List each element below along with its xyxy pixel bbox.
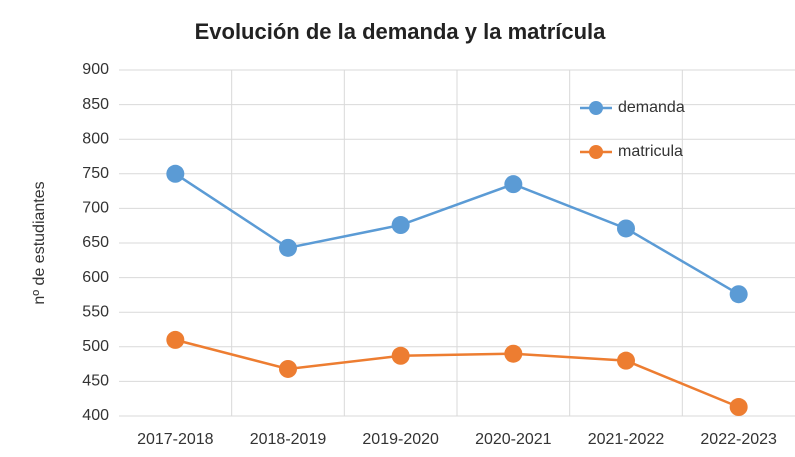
y-tick-label: 850 (82, 96, 109, 113)
data-point (617, 351, 635, 370)
legend-label: demanda (618, 99, 685, 116)
x-tick-label: 2018-2019 (250, 431, 327, 448)
x-tick-label: 2019-2020 (362, 431, 439, 448)
x-tick-label: 2021-2022 (588, 431, 665, 448)
data-point (166, 164, 185, 183)
data-point (729, 285, 748, 304)
data-point (391, 216, 410, 235)
y-tick-label: 450 (82, 373, 109, 390)
x-tick-label: 2022-2023 (700, 431, 777, 448)
data-point (279, 238, 297, 257)
y-tick-label: 600 (82, 269, 109, 286)
y-tick-label: 800 (82, 130, 109, 147)
data-point (729, 398, 748, 417)
data-point (617, 219, 635, 238)
data-point (391, 346, 410, 365)
legend-marker (589, 145, 603, 159)
data-point (166, 330, 185, 349)
y-tick-label: 550 (82, 303, 109, 320)
data-point (279, 359, 297, 378)
y-tick-label: 700 (82, 200, 109, 217)
y-axis-label: nº de estudiantes (31, 181, 48, 304)
series-line (174, 172, 740, 296)
y-tick-label: 500 (82, 338, 109, 355)
y-tick-label: 900 (82, 61, 109, 78)
chart-title: Evolución de la demanda y la matrícula (195, 19, 607, 44)
x-tick-label: 2017-2018 (137, 431, 214, 448)
y-tick-label: 400 (82, 407, 109, 424)
data-point (504, 175, 523, 194)
legend-marker (589, 101, 603, 115)
x-tick-label: 2020-2021 (475, 431, 552, 448)
y-tick-label: 650 (82, 234, 109, 251)
legend-label: matricula (618, 143, 683, 160)
series-line (175, 338, 740, 409)
data-point (504, 344, 523, 363)
y-tick-label: 750 (82, 165, 109, 182)
